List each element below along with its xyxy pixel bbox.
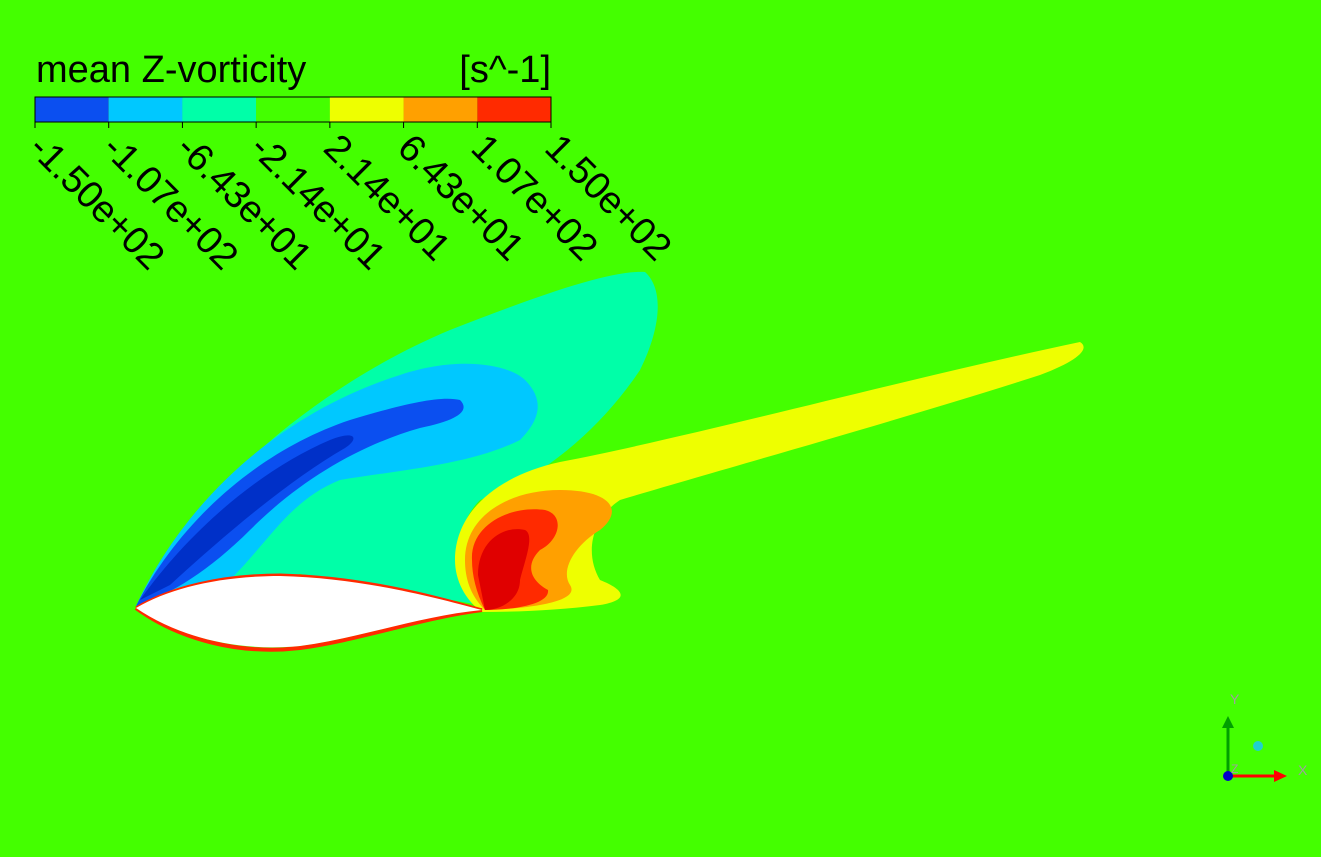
- airfoil-surface-lower: [134, 606, 483, 652]
- triad-y-label: Y: [1230, 691, 1240, 707]
- colorbar: -1.50e+02-1.07e+02-6.43e+01-2.14e+012.14…: [21, 96, 679, 278]
- colorbar-band: [477, 97, 551, 122]
- contour-peak-negative: [140, 435, 354, 600]
- airfoil-surface-upper: [135, 573, 483, 612]
- contour-low-positive: [455, 342, 1084, 612]
- legend-title: mean Z-vorticity: [36, 49, 306, 91]
- colorbar-frame: [34, 96, 552, 123]
- contour-high-negative: [136, 398, 464, 606]
- colorbar-band: [329, 97, 404, 122]
- axes-triad: Y X Z: [1222, 691, 1308, 782]
- legend-unit: [s^-1]: [459, 49, 551, 91]
- contour-field: [134, 271, 1084, 652]
- contour-low-negative: [136, 363, 538, 606]
- triad-light: [1253, 741, 1263, 751]
- colorbar-band: [35, 97, 109, 122]
- airfoil: [136, 576, 482, 648]
- colorbar-band: [403, 97, 478, 122]
- colorbar-band: [108, 97, 183, 122]
- triad-y-arrow: [1222, 716, 1234, 728]
- triad-z-label: Z: [1231, 762, 1238, 776]
- triad-x-arrow: [1274, 770, 1287, 782]
- contour-peak-positive: [478, 529, 530, 610]
- triad-origin: [1223, 771, 1233, 781]
- triad-x-label: X: [1298, 762, 1308, 778]
- colorbar-band: [182, 97, 257, 122]
- colorbar-band: [256, 97, 330, 122]
